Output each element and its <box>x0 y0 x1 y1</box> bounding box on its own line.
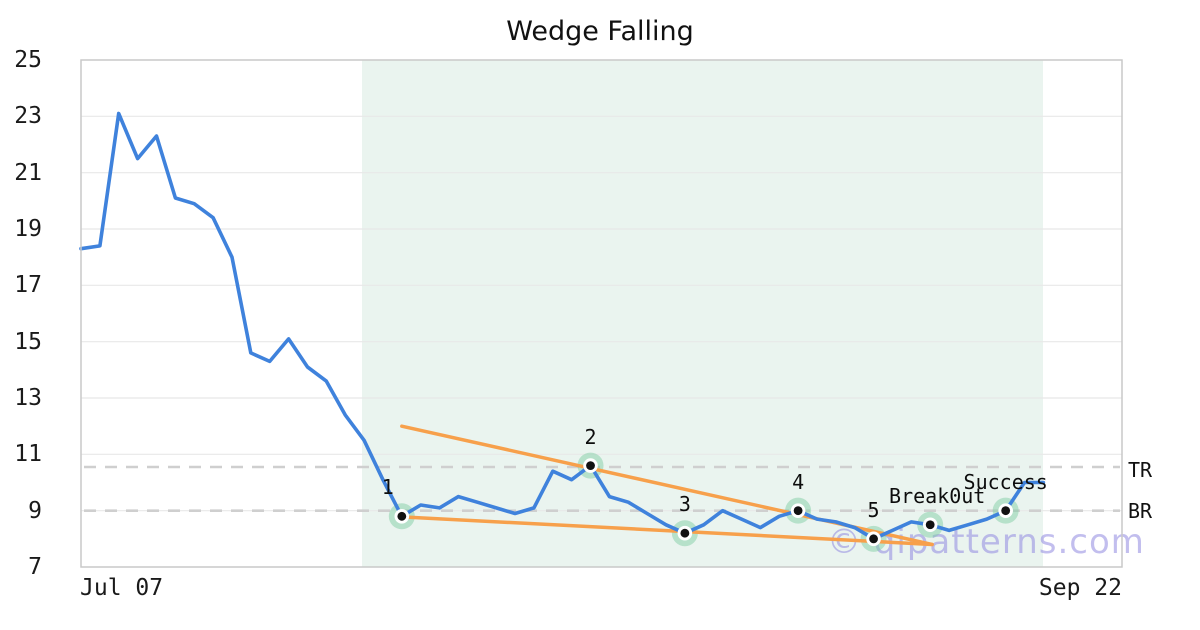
y-tick-label-19: 19 <box>14 216 42 242</box>
x-tick-label-start: Jul 07 <box>80 575 164 601</box>
marker-dot-2 <box>586 461 595 470</box>
wedge-lower-trendline <box>400 515 934 547</box>
marker-label-5: 5 <box>867 497 880 522</box>
y-tick-label-7: 7 <box>28 554 42 580</box>
br-level-label: BR <box>1128 498 1153 523</box>
marker-label-success: Success <box>963 469 1048 494</box>
tr-level-label: TR <box>1128 458 1153 482</box>
y-tick-label-9: 9 <box>28 497 42 524</box>
marker-dot-success <box>1001 506 1011 516</box>
marker-label-3: 3 <box>678 492 691 517</box>
marker-label-2: 2 <box>584 424 597 449</box>
marker-dot-3 <box>680 528 690 538</box>
marker-dot-4 <box>793 506 803 516</box>
y-tick-label-15: 15 <box>14 328 42 355</box>
y-tick-label-21: 21 <box>14 159 42 186</box>
marker-dot-5 <box>869 534 878 544</box>
marker-dot-break0ut <box>925 520 935 530</box>
y-tick-label-23: 23 <box>14 103 42 130</box>
y-tick-label-13: 13 <box>14 385 42 411</box>
pattern-region <box>362 60 1044 567</box>
marker-dot-1 <box>397 511 407 521</box>
chart-title: Wedge Falling <box>506 16 694 47</box>
x-tick-label-end: Sep 22 <box>1038 575 1122 601</box>
y-tick-label-17: 17 <box>14 272 42 299</box>
y-tick-label-25: 25 <box>14 47 42 73</box>
plot-frame <box>80 59 1123 568</box>
marker-label-4: 4 <box>792 469 805 494</box>
y-tick-label-11: 11 <box>14 441 42 468</box>
marker-label-1: 1 <box>381 475 394 500</box>
marker-label-break0ut: Break0ut <box>889 483 986 508</box>
price-line <box>79 111 1046 541</box>
